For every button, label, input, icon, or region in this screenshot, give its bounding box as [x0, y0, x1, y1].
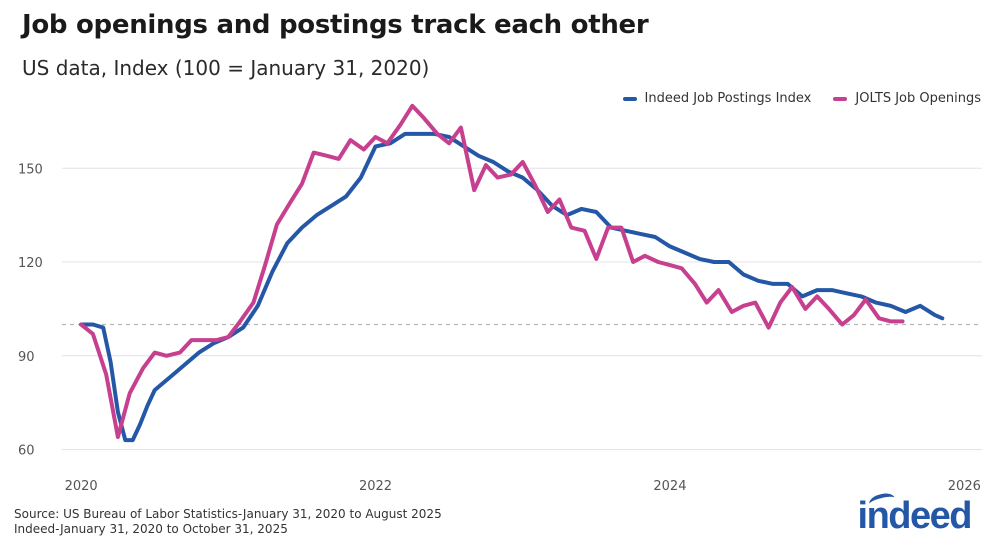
x-tick-label-2020: 2020: [65, 479, 98, 494]
legend-swatch-indeed: [622, 96, 637, 101]
grid-lines: [62, 167, 982, 450]
legend-swatch-jolts: [833, 96, 848, 101]
indeed-logo: indeed: [857, 495, 973, 537]
legend-label-jolts: JOLTS Job Openings: [855, 91, 981, 106]
series-line-jolts: [79, 103, 905, 439]
x-tick-label-2026: 2026: [948, 479, 981, 494]
y-tick-label-90: 90: [18, 350, 35, 365]
series-lines: [79, 103, 945, 443]
legend-label-indeed: Indeed Job Postings Index: [644, 91, 812, 106]
y-tick-label-120: 120: [18, 256, 43, 271]
legend: Indeed Job Postings Index JOLTS Job Open…: [601, 91, 981, 106]
x-axis: 2020 2022 2024 2026: [65, 479, 981, 494]
chart-title: Job openings and postings track each oth…: [22, 10, 649, 40]
source-line-2: Indeed-January 31, 2020 to October 31, 2…: [14, 522, 288, 536]
legend-item-indeed: Indeed Job Postings Index: [622, 91, 812, 106]
y-tick-label-150: 150: [18, 162, 43, 177]
chart-subtitle: US data, Index (100 = January 31, 2020): [22, 56, 430, 80]
y-axis: 60 90 120 150: [18, 162, 43, 458]
x-tick-label-2022: 2022: [359, 479, 392, 494]
series-line-indeed: [79, 131, 945, 443]
source-note: Source: US Bureau of Labor Statistics-Ja…: [14, 507, 442, 537]
x-tick-label-2024: 2024: [653, 479, 686, 494]
source-line-1: Source: US Bureau of Labor Statistics-Ja…: [14, 507, 442, 521]
legend-item-jolts: JOLTS Job Openings: [833, 91, 981, 106]
y-tick-label-60: 60: [18, 444, 35, 459]
